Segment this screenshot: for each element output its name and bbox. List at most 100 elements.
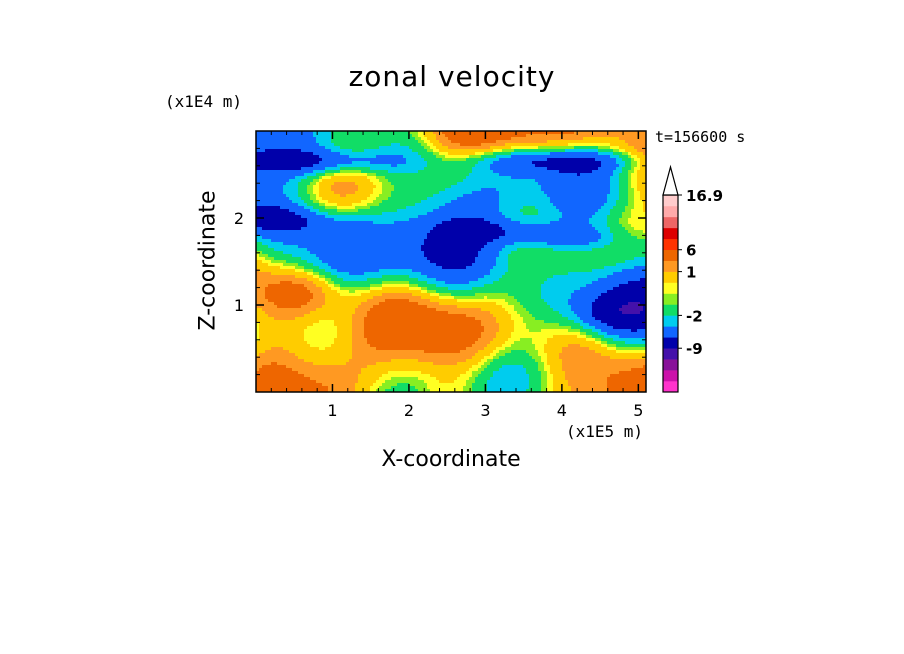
field-cell — [514, 191, 518, 195]
field-cell — [589, 170, 593, 174]
field-cell — [550, 152, 554, 156]
field-cell — [358, 242, 362, 246]
field-cell — [388, 209, 392, 213]
field-cell — [286, 161, 290, 165]
field-cell — [463, 185, 467, 189]
field-cell — [355, 143, 359, 147]
field-cell — [505, 236, 509, 240]
field-cell — [592, 161, 596, 165]
field-cell — [577, 176, 581, 180]
field-cell — [511, 134, 515, 138]
field-cell — [517, 224, 521, 228]
field-cell — [436, 176, 440, 180]
field-cell — [481, 182, 485, 186]
field-cell — [523, 152, 527, 156]
field-cell — [268, 209, 272, 213]
field-cell — [622, 218, 626, 222]
field-cell — [547, 152, 551, 156]
field-cell — [319, 131, 323, 135]
field-cell — [463, 173, 467, 177]
field-cell — [271, 227, 275, 231]
field-cell — [364, 221, 368, 225]
field-cell — [544, 140, 548, 144]
field-cell — [571, 164, 575, 168]
field-cell — [610, 143, 614, 147]
field-cell — [466, 143, 470, 147]
field-cell — [280, 236, 284, 240]
field-cell — [568, 158, 572, 162]
field-cell — [571, 185, 575, 189]
field-cell — [511, 236, 515, 240]
field-cell — [580, 200, 584, 204]
field-cell — [520, 233, 524, 237]
field-cell — [448, 185, 452, 189]
field-cell — [475, 194, 479, 198]
field-cell — [430, 158, 434, 162]
field-cell — [283, 227, 287, 231]
field-cell — [490, 224, 494, 228]
field-cell — [523, 179, 527, 183]
field-cell — [577, 227, 581, 231]
field-cell — [292, 245, 296, 249]
field-cell — [514, 152, 518, 156]
field-cell — [625, 230, 629, 234]
field-cell — [586, 218, 590, 222]
field-cell — [499, 149, 503, 153]
field-cell — [388, 164, 392, 168]
field-cell — [508, 200, 512, 204]
field-cell — [502, 242, 506, 246]
field-cell — [442, 230, 446, 234]
field-cell — [526, 188, 530, 192]
field-cell — [352, 170, 356, 174]
field-cell — [541, 137, 545, 141]
field-cell — [469, 140, 473, 144]
field-cell — [628, 179, 632, 183]
field-cell — [469, 149, 473, 153]
field-cell — [562, 233, 566, 237]
field-cell — [331, 197, 335, 201]
field-cell — [274, 200, 278, 204]
field-cell — [403, 131, 407, 135]
field-cell — [586, 164, 590, 168]
field-cell — [325, 215, 329, 219]
field-cell — [604, 215, 608, 219]
field-cell — [364, 176, 368, 180]
field-cell — [520, 230, 524, 234]
field-cell — [613, 185, 617, 189]
field-cell — [433, 143, 437, 147]
field-cell — [268, 224, 272, 228]
field-cell — [475, 131, 479, 135]
field-cell — [427, 170, 431, 174]
field-cell — [331, 212, 335, 216]
field-cell — [385, 131, 389, 135]
field-cell — [418, 236, 422, 240]
field-cell — [628, 239, 632, 243]
field-cell — [511, 176, 515, 180]
field-cell — [490, 236, 494, 240]
field-cell — [319, 176, 323, 180]
field-cell — [553, 203, 557, 207]
field-cell — [343, 146, 347, 150]
field-cell — [382, 209, 386, 213]
field-cell — [565, 182, 569, 186]
field-cell — [331, 218, 335, 222]
field-cell — [298, 230, 302, 234]
field-cell — [277, 176, 281, 180]
field-cell — [295, 236, 299, 240]
field-cell — [538, 191, 542, 195]
field-cell — [640, 221, 644, 225]
field-cell — [592, 188, 596, 192]
field-cell — [427, 227, 431, 231]
field-cell — [298, 245, 302, 249]
field-cell — [580, 188, 584, 192]
field-cell — [577, 137, 581, 141]
field-cell — [370, 209, 374, 213]
field-cell — [307, 245, 311, 249]
field-cell — [547, 233, 551, 237]
field-cell — [628, 230, 632, 234]
field-cell — [610, 194, 614, 198]
field-cell — [451, 221, 455, 225]
field-cell — [514, 200, 518, 204]
field-cell — [505, 161, 509, 165]
field-cell — [631, 188, 635, 192]
